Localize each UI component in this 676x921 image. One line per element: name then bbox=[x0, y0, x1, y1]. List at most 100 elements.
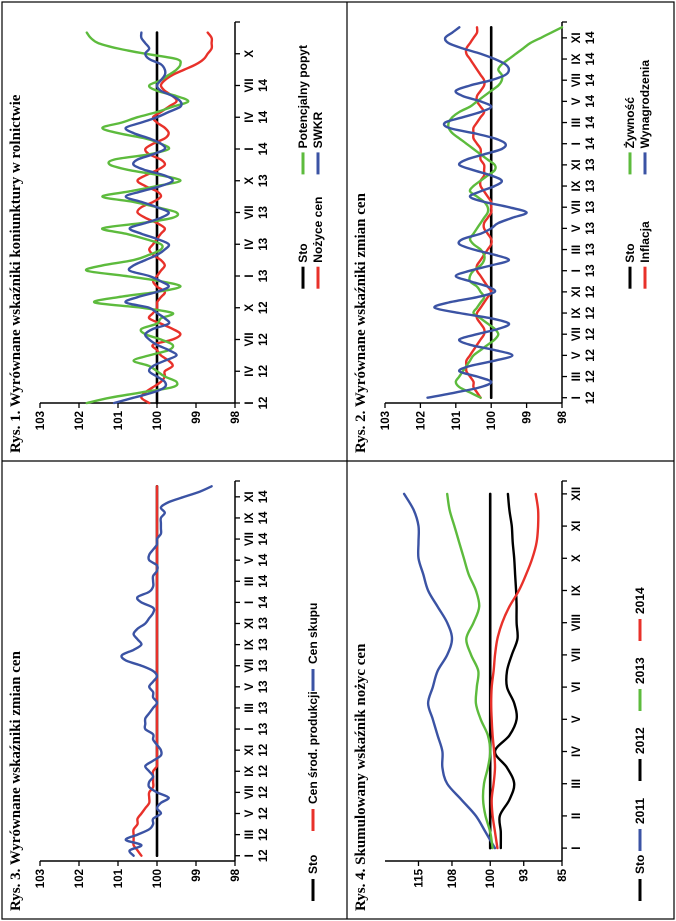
x-tick-month: VII bbox=[244, 332, 256, 346]
series-line-1 bbox=[464, 26, 493, 399]
x-tick-month: VII bbox=[571, 73, 583, 87]
legend-label: 2013 bbox=[633, 657, 647, 684]
x-tick-year: 12 bbox=[585, 349, 597, 362]
x-tick-year: 13 bbox=[258, 638, 270, 651]
x-tick-month: VII bbox=[571, 648, 583, 662]
legend-label: Nożyce cen bbox=[311, 197, 325, 263]
x-tick-month: XI bbox=[244, 745, 256, 756]
x-tick-year: 14 bbox=[258, 79, 270, 92]
x-tick-month: V bbox=[571, 351, 583, 359]
x-tick-month: VI bbox=[571, 682, 583, 693]
x-tick-month: IX bbox=[571, 585, 583, 596]
x-tick-year: 14 bbox=[258, 595, 270, 608]
x-tick-year: 13 bbox=[258, 206, 270, 219]
x-tick-year: 14 bbox=[258, 511, 270, 524]
y-tick-label: 93 bbox=[519, 869, 531, 882]
x-tick-month: V bbox=[244, 556, 256, 564]
x-tick-month: V bbox=[571, 97, 583, 105]
y-tick-label: 98 bbox=[230, 868, 242, 881]
y-tick-label: 103 bbox=[35, 411, 47, 430]
x-tick-year: 12 bbox=[258, 744, 270, 757]
x-tick-year: 13 bbox=[258, 659, 270, 672]
x-tick-year: 14 bbox=[258, 553, 270, 566]
x-tick-year: 13 bbox=[585, 180, 597, 193]
series-line-2 bbox=[493, 492, 519, 850]
y-tick-label: 100 bbox=[486, 411, 498, 430]
x-tick-month: VII bbox=[571, 200, 583, 214]
x-tick-month: VII bbox=[244, 78, 256, 92]
series-line-4 bbox=[490, 492, 540, 850]
series-line-2 bbox=[447, 26, 564, 399]
x-tick-year: 14 bbox=[258, 110, 270, 123]
charts-group: Rys. 1. Wyrównane wskaźniki koniunktury … bbox=[8, 21, 652, 911]
x-tick-month: XII bbox=[571, 487, 583, 501]
x-tick-month: IV bbox=[244, 238, 256, 249]
x-tick-month: V bbox=[571, 224, 583, 232]
series-line-2 bbox=[120, 485, 213, 857]
y-tick-label: 115 bbox=[413, 868, 425, 887]
x-tick-year: 12 bbox=[585, 328, 597, 341]
x-tick-year: 12 bbox=[258, 828, 270, 841]
x-tick-month: I bbox=[244, 854, 256, 857]
x-tick-month: III bbox=[571, 779, 583, 789]
x-tick-month: III bbox=[244, 576, 256, 586]
y-tick-label: 99 bbox=[522, 411, 534, 424]
x-tick-year: 13 bbox=[585, 222, 597, 235]
x-tick-month: III bbox=[571, 372, 583, 382]
x-tick-year: 12 bbox=[585, 307, 597, 320]
x-tick-month: XI bbox=[571, 159, 583, 170]
y-tick-label: 101 bbox=[451, 410, 463, 430]
series-line-1 bbox=[402, 492, 497, 850]
y-tick-label: 100 bbox=[152, 411, 164, 430]
chart-title: Rys. 4. Skumulowany wskaźnik nożyc cen bbox=[353, 643, 369, 911]
x-tick-month: V bbox=[244, 683, 256, 691]
x-tick-year: 14 bbox=[258, 532, 270, 545]
x-tick-year: 13 bbox=[258, 238, 270, 251]
x-tick-month: I bbox=[571, 847, 583, 850]
legend-label: Sto bbox=[623, 243, 637, 262]
chart-title: Rys. 3. Wyrównane wskaźniki zmian cen bbox=[8, 650, 24, 911]
x-tick-year: 13 bbox=[258, 270, 270, 283]
x-tick-year: 13 bbox=[585, 158, 597, 171]
x-tick-month: VII bbox=[244, 532, 256, 546]
y-tick-label: 101 bbox=[113, 868, 125, 888]
x-tick-year: 12 bbox=[585, 285, 597, 298]
y-tick-label: 85 bbox=[557, 868, 569, 881]
x-tick-month: IX bbox=[571, 53, 583, 64]
chart-1: Rys. 1. Wyrównane wskaźniki koniunktury … bbox=[8, 21, 325, 453]
y-tick-label: 98 bbox=[557, 410, 569, 423]
x-tick-year: 13 bbox=[585, 243, 597, 256]
x-tick-month: VIII bbox=[571, 614, 583, 631]
legend-label: Cen środ. produkcji bbox=[306, 691, 320, 804]
y-tick-label: 98 bbox=[230, 410, 242, 423]
legend-label: 2011 bbox=[633, 798, 647, 824]
x-tick-year: 12 bbox=[585, 370, 597, 383]
x-tick-month: I bbox=[244, 727, 256, 730]
x-tick-year: 12 bbox=[258, 333, 270, 346]
x-tick-year: 13 bbox=[258, 617, 270, 630]
x-tick-year: 14 bbox=[585, 73, 597, 86]
chart-3: Rys. 3. Wyrównane wskaźniki zmian cen 98 9… bbox=[8, 480, 320, 911]
y-tick-label: 103 bbox=[35, 869, 47, 888]
series-line-1 bbox=[132, 485, 159, 857]
x-tick-year: 14 bbox=[258, 490, 270, 503]
x-tick-year: 14 bbox=[585, 52, 597, 65]
x-tick-month: I bbox=[244, 274, 256, 277]
x-tick-month: VII bbox=[244, 785, 256, 799]
x-tick-month: I bbox=[571, 269, 583, 272]
x-tick-month: I bbox=[571, 142, 583, 145]
x-tick-month: VII bbox=[571, 327, 583, 341]
legend-label: Sto bbox=[306, 855, 320, 874]
x-tick-month: XI bbox=[571, 286, 583, 297]
x-tick-month: IV bbox=[571, 746, 583, 757]
x-tick-year: 13 bbox=[258, 702, 270, 715]
legend-label: Żywność bbox=[622, 97, 637, 149]
series-line-3 bbox=[446, 492, 494, 850]
x-tick-month: IX bbox=[244, 512, 256, 523]
y-tick-label: 102 bbox=[74, 869, 86, 888]
x-tick-year: 12 bbox=[258, 849, 270, 862]
legend-label: 2014 bbox=[633, 587, 647, 614]
x-tick-month: I bbox=[571, 396, 583, 399]
x-tick-year: 13 bbox=[585, 201, 597, 214]
